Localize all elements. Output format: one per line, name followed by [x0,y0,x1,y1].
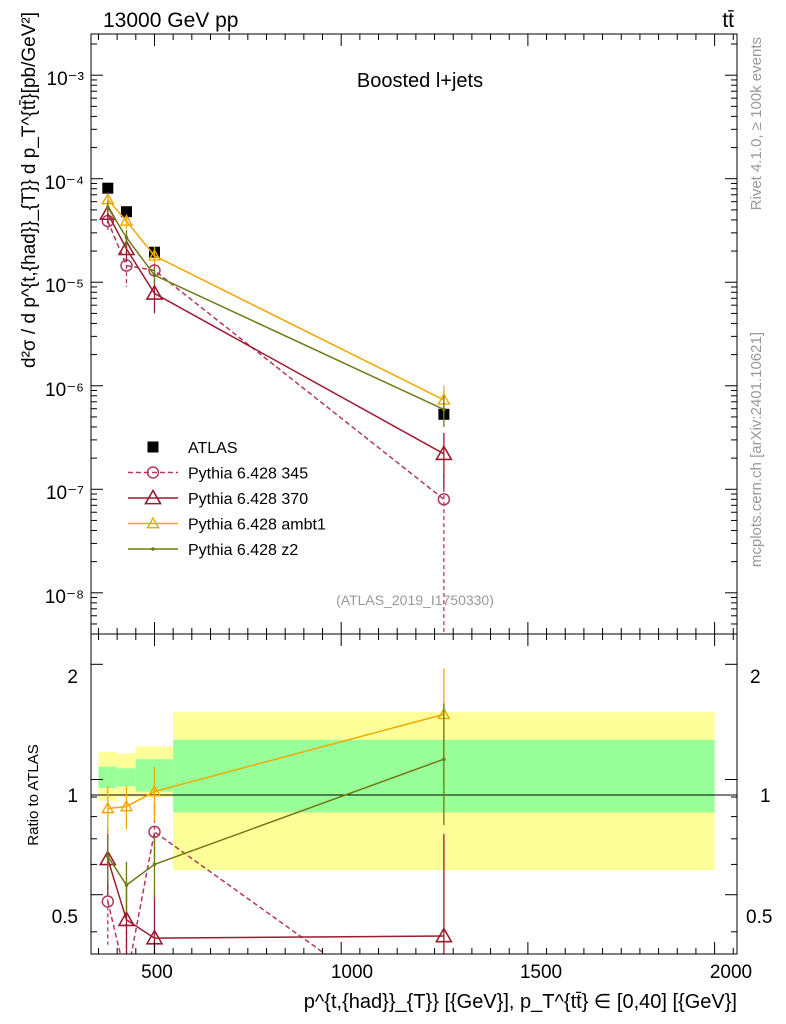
main-y-tick-label: 10⁻⁸ [45,587,84,608]
ratio-y-tick-label-right: 0.5 [746,907,772,928]
legend-label: Pythia 6.428 345 [188,466,308,483]
ratio-series-group [98,668,453,954]
series-pythia-6-428-z2 [106,201,446,427]
ratio-point [442,757,446,761]
legend-label: Pythia 6.428 ambt1 [188,517,326,534]
data-point [145,284,164,300]
plot-title: Boosted l+jets [357,70,483,92]
legend-entry: Pythia 6.428 370 [128,488,308,508]
legend-marker [151,547,155,551]
main-y-tick-label: 10⁻⁵ [45,276,84,297]
legend-marker [146,516,160,529]
legend-entry: Pythia 6.428 ambt1 [128,517,326,534]
main-y-tick-label: 10⁻⁷ [46,483,84,504]
legend: ATLAS Pythia 6.428 345 Pythia 6.428 370 Pyt… [128,440,326,559]
ratio-point [101,895,115,908]
ratio-point [124,883,129,887]
data-point [106,205,110,210]
ratio-plot-frame [90,633,738,955]
legend-entry: Pythia 6.428 345 [128,466,308,483]
legend-entry: ATLAS [147,440,238,457]
series-line [107,198,445,401]
data-point [434,444,453,461]
axis-ticks [91,34,737,954]
band-stat [117,768,136,787]
main-y-tick-labels: 10⁻³ 10⁻⁴ 10⁻⁵ 10⁻⁶ 10⁻⁷ 10⁻⁸ [45,69,84,608]
legend-label: ATLAS [188,440,238,457]
data-point [437,493,451,506]
ratio-y-tick-label: 1 [67,786,78,807]
data-point [124,235,129,240]
x-tick-label: 1000 [331,962,373,983]
main-y-tick-label: 10⁻³ [47,69,85,90]
series-line [107,206,445,411]
ratio-point [152,862,157,867]
ratio-line [107,758,445,887]
ratio-point [106,854,110,859]
legend-marker [147,441,159,453]
main-y-tick-label: 10⁻⁶ [45,380,84,401]
main-series-group [98,182,453,634]
legend-marker [146,466,160,479]
x-tick-label: 1500 [520,962,562,983]
data-point [119,214,134,226]
x-tick-labels: 500 1000 1500 2000 [141,962,752,983]
x-tick-label: 500 [141,962,173,983]
data-point [147,248,162,261]
legend-entry: Pythia 6.428 z2 [128,542,298,559]
ratio-y-tick-label-right: 2 [750,667,761,688]
legend-label: Pythia 6.428 370 [188,491,308,508]
data-point [442,407,446,412]
data-point [102,182,114,194]
ratio-point [147,784,162,797]
ratio-y-tick-label: 2 [67,667,78,688]
ratio-y-tick-label: 0.5 [52,907,78,928]
main-y-tick-label: 10⁻⁴ [45,173,84,194]
band-stat [98,766,118,789]
data-point [152,273,157,277]
series-line [107,213,445,455]
series-line [107,220,445,500]
ratio-point [434,926,453,943]
x-tick-label: 2000 [710,962,752,983]
ratio-point [119,799,134,812]
ratio-line [107,713,445,810]
ratio-y-tick-labels: 2 1 0.5 2 1 0.5 [52,667,773,928]
analysis-tag: (ATLAS_2019_I1750330) [336,592,494,608]
ratio-point [101,801,115,814]
legend-label: Pythia 6.428 z2 [188,542,298,559]
data-point [120,206,132,218]
ratio-series-pythia-6-428-ambt1 [101,668,451,835]
ratio-series-pythia-6-428-z2 [106,703,446,913]
data-point [117,239,136,256]
main-y-axis-label: d²σ / d p^{t,{had}}_{T}} d p_T^{tt̄}[pb/… [19,12,40,368]
rivet-version-text: Rivet 4.1.0, ≥ 100k events [748,37,765,210]
ratio-y-tick-label-right: 1 [760,786,771,807]
ratio-line [107,830,327,954]
header-process-label: tt̄ [722,9,734,32]
ratio-line [107,858,444,939]
x-axis-label: p^{t,{had}}_{T}} [{GeV}], p_T^{tt̄} ∈ [0… [304,991,737,1013]
ratio-y-axis-label: Ratio to ATLAS [25,744,42,845]
legend-marker [144,488,162,505]
ratio-point [117,910,136,927]
header-energy-label: 13000 GeV pp [103,9,238,32]
ratio-uncertainty-bands [98,712,715,871]
mcplots-citation-text: mcplots.cern.ch [arXiv:2401.10621] [748,332,765,567]
